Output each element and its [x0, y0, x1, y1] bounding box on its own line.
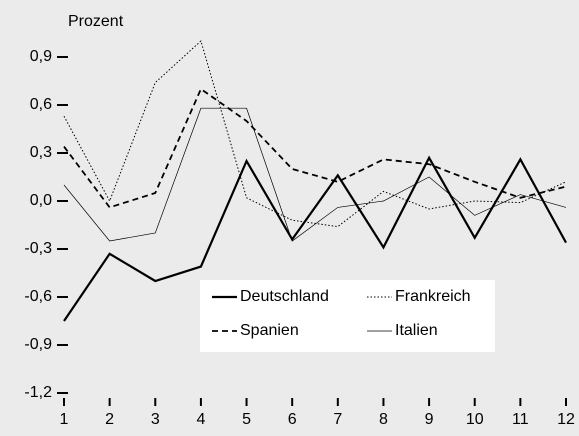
- x-tick-label: 10: [466, 411, 484, 428]
- y-tick-label: -0,3: [24, 240, 52, 257]
- line-series: [63, 155, 567, 322]
- legend: Deutschland Frankreich Spanien Italien: [200, 280, 495, 352]
- y-tick-label: 0,6: [30, 96, 52, 113]
- y-tick-label: -1,2: [24, 384, 52, 401]
- line-series: [63, 107, 567, 242]
- x-tick-label: 5: [242, 411, 251, 428]
- x-tick-label: 2: [105, 411, 114, 428]
- x-tick-label: 3: [151, 411, 160, 428]
- legend-box: [200, 280, 495, 352]
- x-tick-label: 6: [288, 411, 297, 428]
- y-tick-label: 0,9: [30, 48, 52, 65]
- y-tick-label: 0,3: [30, 144, 52, 161]
- x-tick-label: 8: [379, 411, 388, 428]
- x-tick-label: 7: [333, 411, 342, 428]
- line-series: [63, 40, 567, 228]
- x-tick-label: 11: [512, 411, 529, 428]
- legend-label: Frankreich: [395, 288, 471, 305]
- y-axis-label: Prozent: [68, 13, 124, 30]
- legend-label: Italien: [395, 322, 438, 339]
- y-tick-label: -0,6: [24, 288, 52, 305]
- x-tick-label: 4: [196, 411, 205, 428]
- legend-label: Deutschland: [240, 288, 329, 305]
- y-tick-label: 0,0: [30, 192, 52, 209]
- x-tick-label: 1: [60, 411, 69, 428]
- x-tick-label: 9: [425, 411, 434, 428]
- y-tick-label: -0,9: [24, 336, 52, 353]
- legend-label: Spanien: [240, 322, 299, 339]
- line-series: [63, 87, 567, 209]
- x-tick-label: 12: [557, 411, 575, 428]
